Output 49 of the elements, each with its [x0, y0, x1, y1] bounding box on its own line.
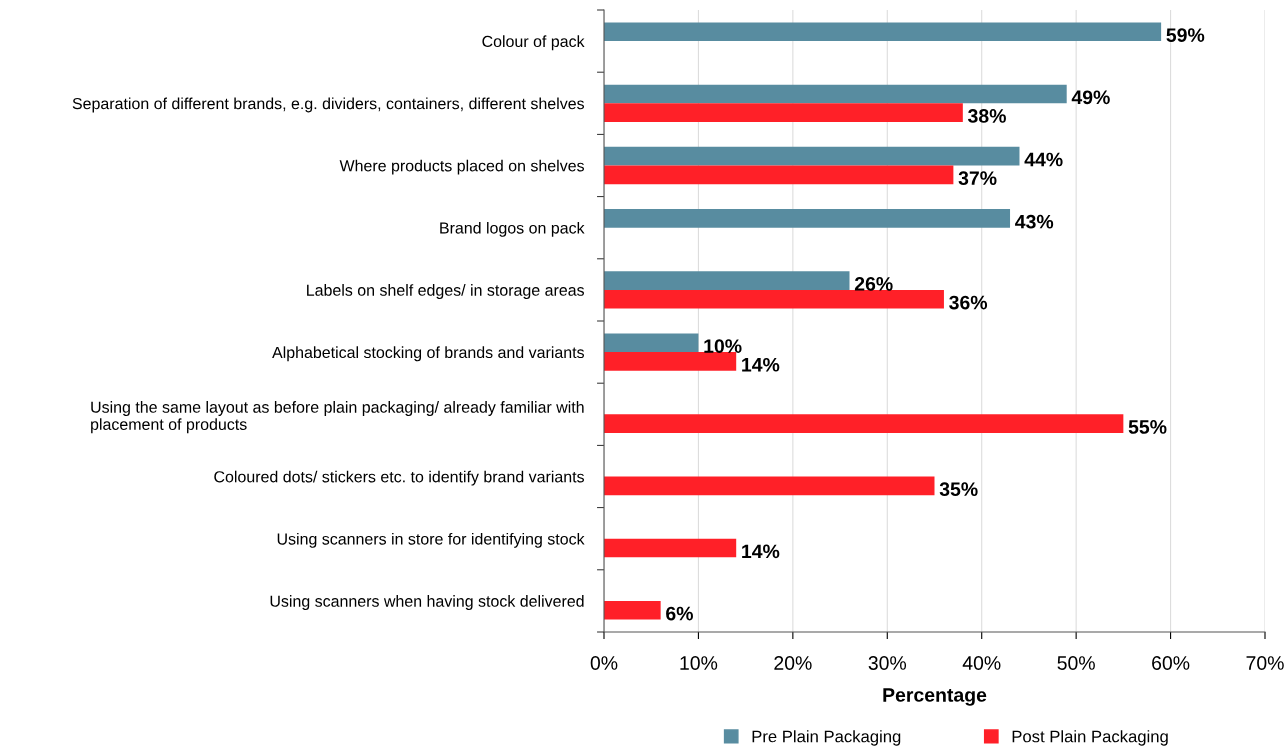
data-label: 49% — [1071, 90, 1110, 105]
bar — [604, 476, 935, 496]
data-label: 44% — [1024, 152, 1063, 167]
y-tick-label: Labels on shelf edges/ in storage areas — [307, 284, 584, 299]
x-tick-label: 0% — [590, 656, 618, 670]
x-tick-label: 40% — [962, 656, 1001, 670]
y-tick-label: Colour of pack — [482, 35, 585, 51]
bar — [604, 103, 963, 122]
y-tick-label: Using scanners in store for identifying stock — [277, 532, 585, 548]
data-label: 10% — [704, 339, 742, 353]
x-tick-label: 30% — [868, 656, 907, 670]
x-axis-title: Percentage — [883, 688, 987, 706]
x-tick-label: 20% — [774, 656, 812, 670]
y-tick-label: Where products placed on shelves — [339, 159, 584, 175]
y-tick-label: Using the same layout as before plain packaging/ already familiar with placement of products — [91, 401, 584, 434]
data-label: 59% — [1166, 28, 1205, 42]
data-label: 55% — [1128, 420, 1167, 434]
y-tick-label: Coloured dots/ stickers etc. to identify brand variants — [214, 470, 584, 486]
y-tick-label: Alphabetical stocking of brands and variants — [272, 346, 584, 362]
bar — [604, 289, 944, 309]
data-label: 36% — [949, 295, 988, 310]
data-label: 14% — [742, 544, 780, 559]
data-label: 35% — [939, 482, 978, 497]
data-label: 26% — [854, 277, 893, 291]
bar — [604, 84, 1067, 104]
x-tick-label: 10% — [680, 656, 718, 670]
y-tick-label: Separation of different brands, e.g. dividers, containers, different shelves — [72, 97, 585, 113]
data-label: 6% — [666, 606, 693, 621]
legend-label: Pre Plain Packaging — [752, 730, 901, 746]
bar — [604, 22, 1162, 42]
data-label: 43% — [1015, 214, 1054, 229]
bar — [604, 165, 954, 185]
legend-label: Post Plain Packaging — [1012, 730, 1168, 746]
x-tick-label: 60% — [1152, 656, 1190, 670]
x-tick-label: 70% — [1246, 656, 1284, 670]
bar — [604, 146, 1020, 166]
bar — [604, 271, 850, 290]
x-tick-label: 50% — [1057, 656, 1095, 670]
bar — [604, 414, 1124, 433]
y-tick-label: Using scanners when having stock delivered — [270, 595, 584, 610]
bar — [604, 333, 699, 353]
bar — [604, 352, 737, 371]
data-label: 38% — [968, 109, 1006, 123]
bar — [604, 538, 737, 558]
bar — [604, 209, 1011, 228]
bar — [604, 600, 661, 620]
data-label: 37% — [958, 171, 997, 186]
data-label: 14% — [742, 357, 780, 372]
y-tick-label: Brand logos on pack — [440, 221, 585, 237]
